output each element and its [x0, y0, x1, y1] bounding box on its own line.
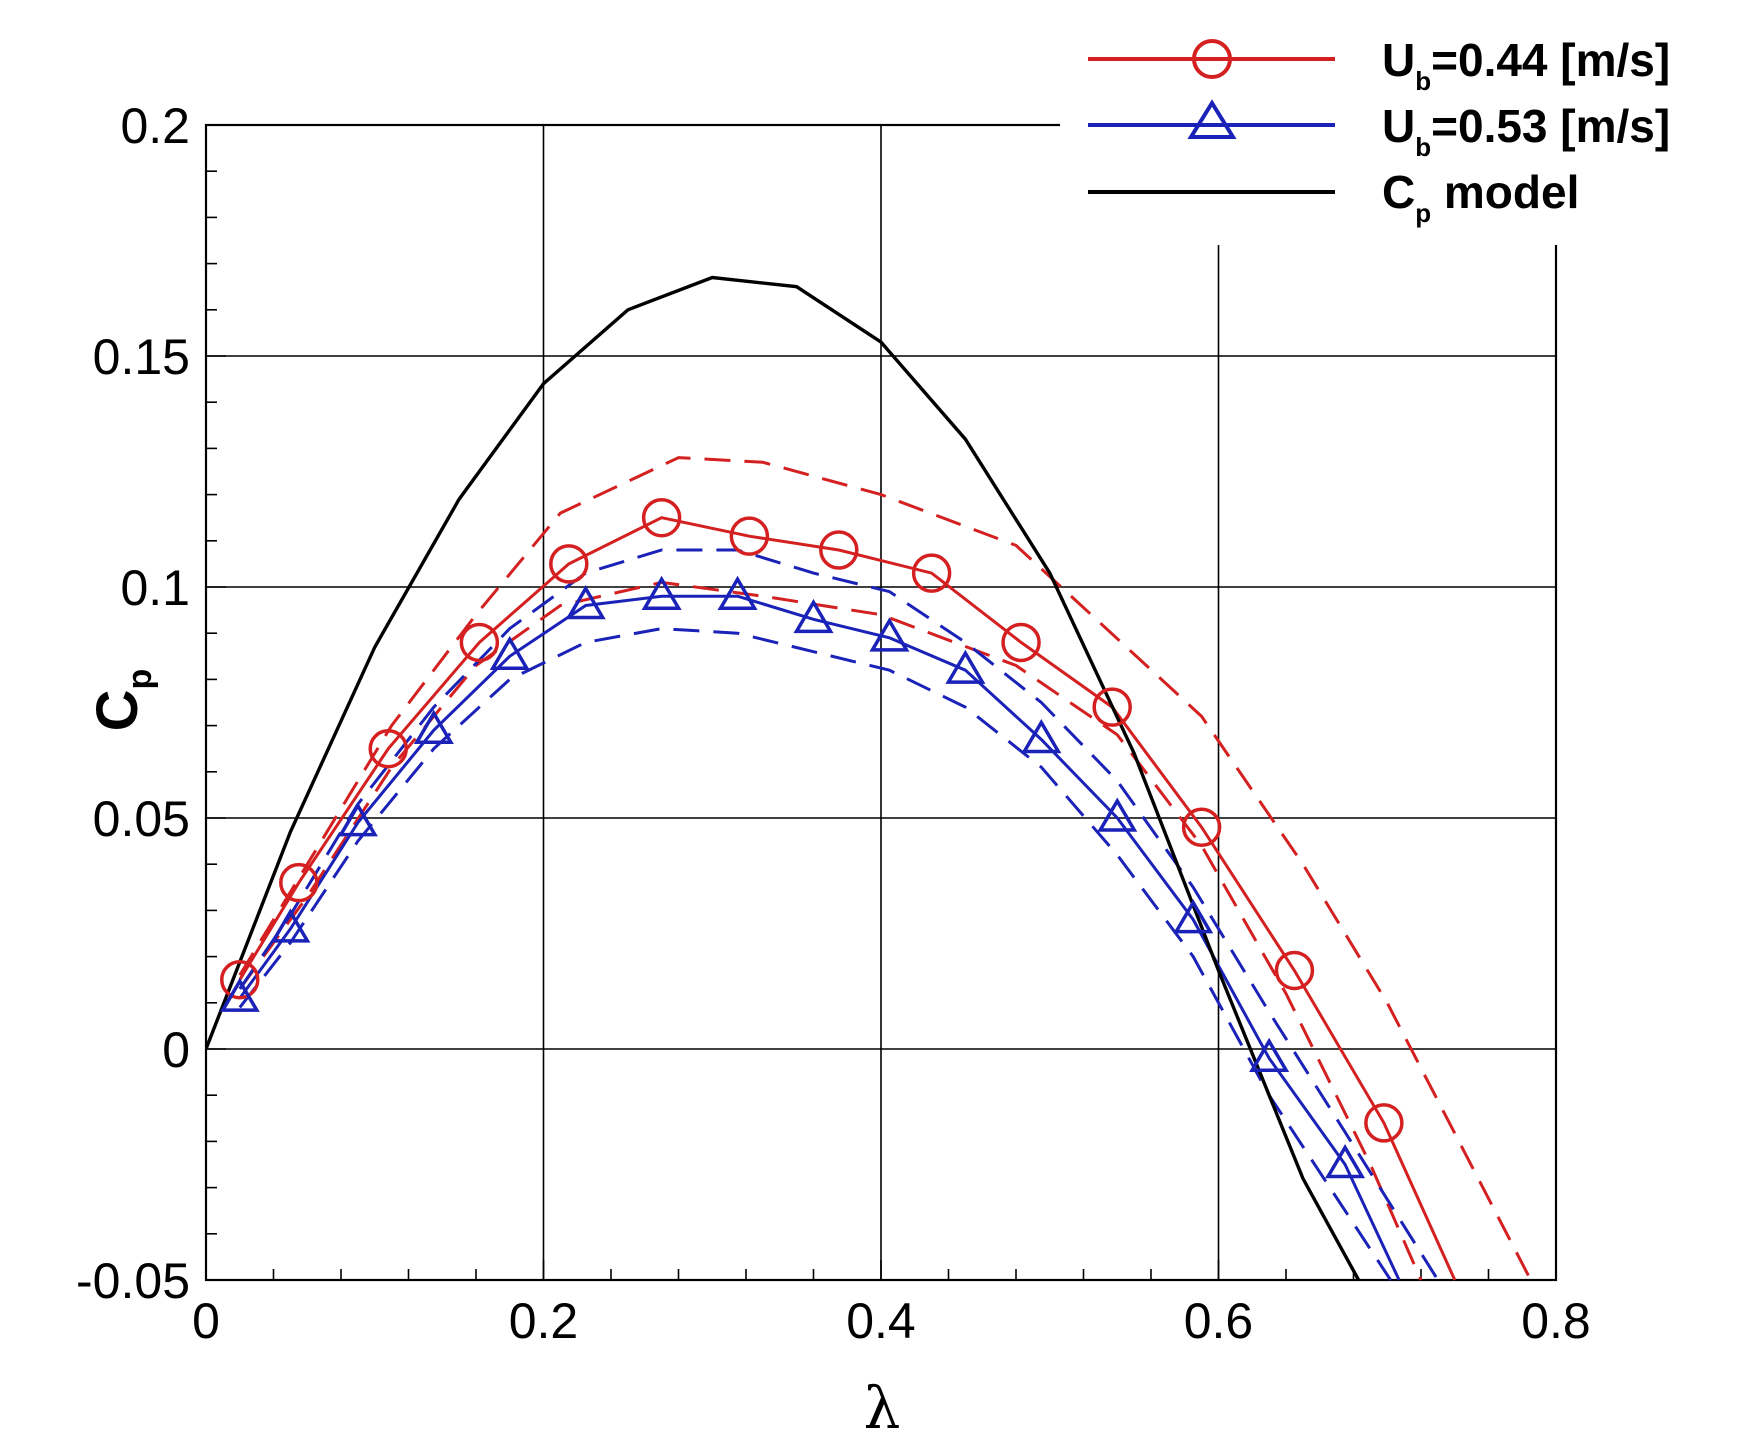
series-line-cp-model [206, 275, 1361, 1281]
data-point-triangle [1249, 1037, 1290, 1072]
data-point-triangle [337, 802, 378, 837]
x-axis-label: λ [864, 1374, 901, 1440]
y-tick-label: 0.15 [93, 329, 190, 385]
svg-text:Ub=0.44 [m/s]: Ub=0.44 [m/s] [1382, 34, 1670, 96]
legend-entry-ub-053: Ub=0.53 [m/s] [1088, 99, 1670, 162]
data-point-circle [459, 622, 500, 663]
data-point-circle [1181, 807, 1222, 847]
svg-text:Ub=0.53 [m/s]: Ub=0.53 [m/s] [1382, 100, 1670, 162]
series-line-ub-0-53-upper-bound [238, 548, 1440, 1281]
data-point-triangle [1021, 718, 1062, 754]
legend-entry-ub-044: Ub=0.44 [m/s] [1088, 34, 1670, 96]
y-axis-label-sub: p [121, 669, 159, 690]
legend-label-ub-044-main: U [1382, 34, 1415, 86]
data-point-circle [1092, 687, 1132, 727]
data-point-circle [279, 862, 319, 903]
legend-triangle-marker [1187, 99, 1237, 139]
data-point-triangle [270, 908, 311, 943]
data-point-circle [220, 959, 260, 1000]
data-point-circle [819, 530, 859, 570]
x-tick-label: 0.8 [1521, 1293, 1591, 1349]
data-point-triangle [1097, 797, 1138, 832]
legend-label-ub-053-sub: b [1415, 132, 1431, 162]
x-tick-label: 0.4 [846, 1293, 916, 1349]
series-line-ub-0-44-m-s [238, 516, 1457, 1281]
y-tick-label: 0 [162, 1022, 190, 1078]
series-line-ub-0-53-m-s [238, 594, 1401, 1281]
data-point-triangle [489, 635, 530, 671]
series-line-ub-0-44-upper-bound [238, 456, 1533, 1281]
y-axis-label: Cp [85, 669, 159, 732]
y-tick-label: 0.05 [93, 791, 190, 847]
legend-label-ub-044-rest: =0.44 [m/s] [1431, 34, 1670, 86]
svg-text:Cp: Cp [85, 669, 159, 732]
series-line-ub-0-44-lower-bound [238, 580, 1423, 1281]
data-point-triangle [1173, 899, 1214, 934]
data-point-triangle [717, 575, 758, 610]
data-point-triangle [793, 598, 834, 634]
grid-lines [206, 125, 1556, 1280]
data-point-circle [641, 497, 682, 538]
data-point-triangle [413, 709, 454, 744]
legend-label-ub-053-rest: =0.53 [m/s] [1431, 100, 1670, 152]
y-tick-label: 0.2 [120, 98, 190, 154]
legend: Ub=0.44 [m/s] Ub=0.53 [m/s] Cp model [1060, 0, 1758, 245]
data-point-triangle [219, 977, 260, 1012]
series-line-ub-0-53-lower-bound [238, 627, 1392, 1281]
data-point-circle [729, 516, 770, 556]
data-point-triangle [641, 575, 682, 610]
series-group [206, 275, 1533, 1281]
legend-background [1060, 0, 1758, 245]
legend-label-ub-053-main: U [1382, 100, 1415, 152]
axis-ticks [205, 124, 1557, 1281]
data-point-circle [1001, 622, 1041, 663]
legend-entry-cp-model: Cp model [1088, 166, 1579, 228]
data-point-circle [1364, 1103, 1404, 1143]
data-point-circle [911, 553, 952, 593]
data-point-circle [1274, 950, 1315, 991]
data-point-triangle [565, 585, 606, 620]
x-tick-label: 0.2 [509, 1293, 579, 1349]
y-tick-label: -0.05 [76, 1253, 190, 1309]
y-tick-label: 0.1 [120, 560, 190, 616]
x-tick-label: 0.6 [1184, 1293, 1254, 1349]
data-point-circle [549, 544, 589, 584]
data-point-triangle [1325, 1144, 1366, 1179]
data-point-triangle [945, 649, 986, 684]
legend-label-cp-main: C [1382, 166, 1415, 218]
legend-circle-marker [1192, 39, 1232, 79]
legend-label-ub-044-sub: b [1415, 66, 1431, 96]
y-axis-label-main: C [85, 689, 150, 731]
x-tick-label: 0 [192, 1293, 220, 1349]
data-point-triangle [869, 617, 910, 652]
legend-label-cp-rest: model [1431, 166, 1579, 218]
data-point-circle [368, 728, 408, 769]
data-series [206, 275, 1533, 1281]
svg-text:Cp model: Cp model [1382, 166, 1579, 228]
legend-label-cp-sub: p [1415, 198, 1431, 228]
